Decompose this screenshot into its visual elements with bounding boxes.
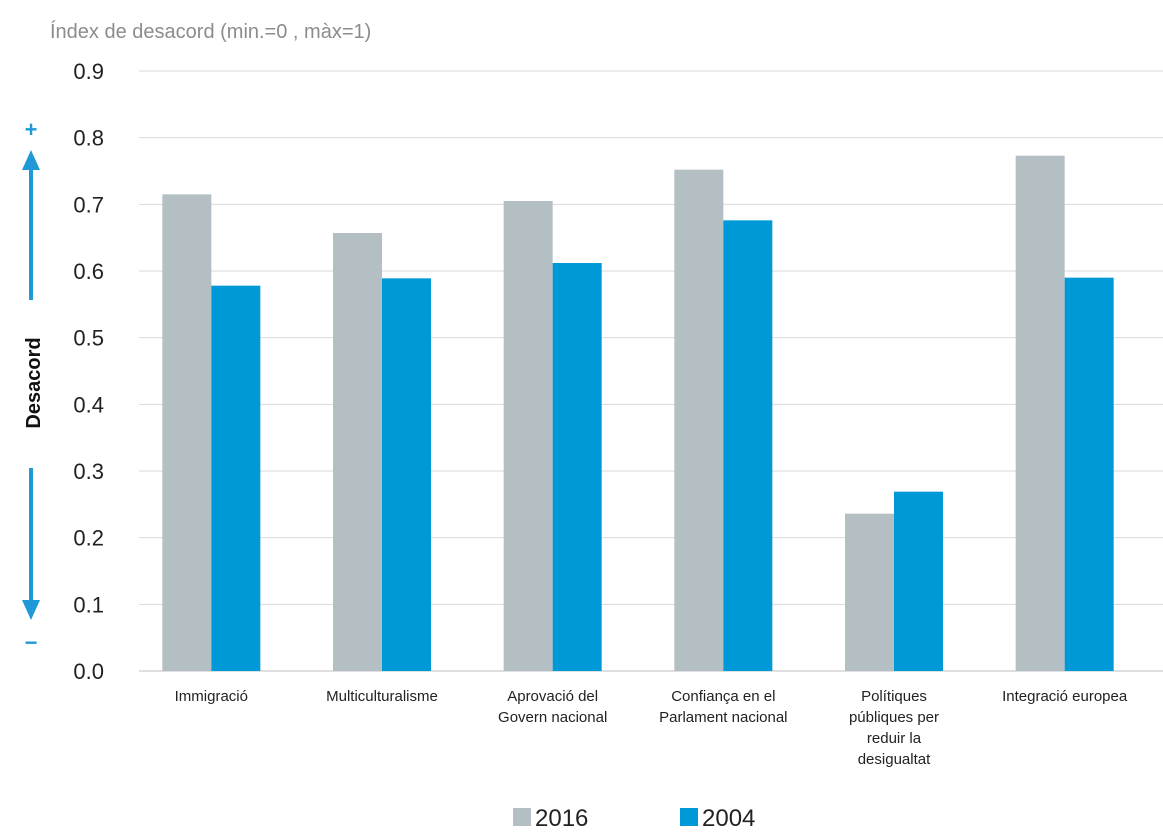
legend-label-2016: 2016: [535, 805, 588, 832]
legend-swatch-2016: [513, 808, 531, 826]
x-category-label: Polítiques públiques per reduir la desigual…: [849, 688, 939, 768]
less-disagreement-sign: −: [25, 630, 38, 655]
arrow-down-icon: [22, 600, 40, 620]
x-category-label: Aprovació del Govern nacional: [498, 688, 607, 726]
y-tick-label: 0.3: [73, 459, 104, 484]
y-tick-label: 0.1: [73, 592, 104, 617]
x-category-label: Integració europea: [1002, 688, 1128, 705]
y-axis-ticks: 0.0 0.1 0.2 0.3 0.4 0.5 0.6 0.7 0.8 0.9: [73, 59, 104, 684]
bar-2016-0: [162, 194, 212, 672]
y-tick-label: 0.6: [73, 259, 104, 284]
y-tick-label: 0.5: [73, 326, 104, 351]
arrow-up-shaft: [29, 168, 33, 300]
bar-2004-2: [552, 263, 602, 671]
x-axis-labels: Immigració Multiculturalisme Aprovació del…: [175, 688, 1128, 768]
x-category-label: Multiculturalisme: [326, 688, 438, 705]
x-category-label: Confiança en el Parlament nacional: [659, 688, 787, 726]
y-axis-label: Desacord: [23, 337, 45, 428]
bars: [162, 155, 1114, 672]
bar-2016-4: [845, 513, 894, 671]
chart-subtitle: Índex de desacord (min.=0 , màx=1): [50, 20, 371, 43]
bar-2004-1: [382, 278, 431, 671]
y-tick-label: 0.7: [73, 192, 104, 217]
y-tick-label: 0.8: [73, 126, 104, 151]
bar-2004-3: [723, 220, 773, 672]
y-tick-label: 0.9: [73, 59, 104, 84]
bar-2016-1: [333, 233, 382, 671]
arrow-up-icon: [22, 150, 40, 170]
y-tick-label: 0.2: [73, 526, 104, 551]
bar-2004-0: [211, 285, 261, 671]
arrow-down-shaft: [29, 468, 33, 600]
legend-label-2004: 2004: [702, 805, 755, 832]
bar-2004-4: [894, 491, 943, 671]
y-tick-label: 0.4: [73, 392, 104, 417]
gridlines: [139, 70, 1163, 672]
disagreement-indicator: + Desacord −: [22, 117, 45, 655]
bar-2004-5: [1064, 277, 1114, 671]
bar-2016-5: [1015, 155, 1065, 671]
bar-2016-2: [503, 201, 553, 671]
bar-2016-3: [674, 169, 724, 671]
y-tick-label: 0.0: [73, 659, 104, 684]
more-disagreement-sign: +: [25, 117, 38, 142]
legend: 2016 2004: [513, 805, 755, 832]
legend-swatch-2004: [680, 808, 698, 826]
x-category-label: Immigració: [175, 688, 248, 705]
